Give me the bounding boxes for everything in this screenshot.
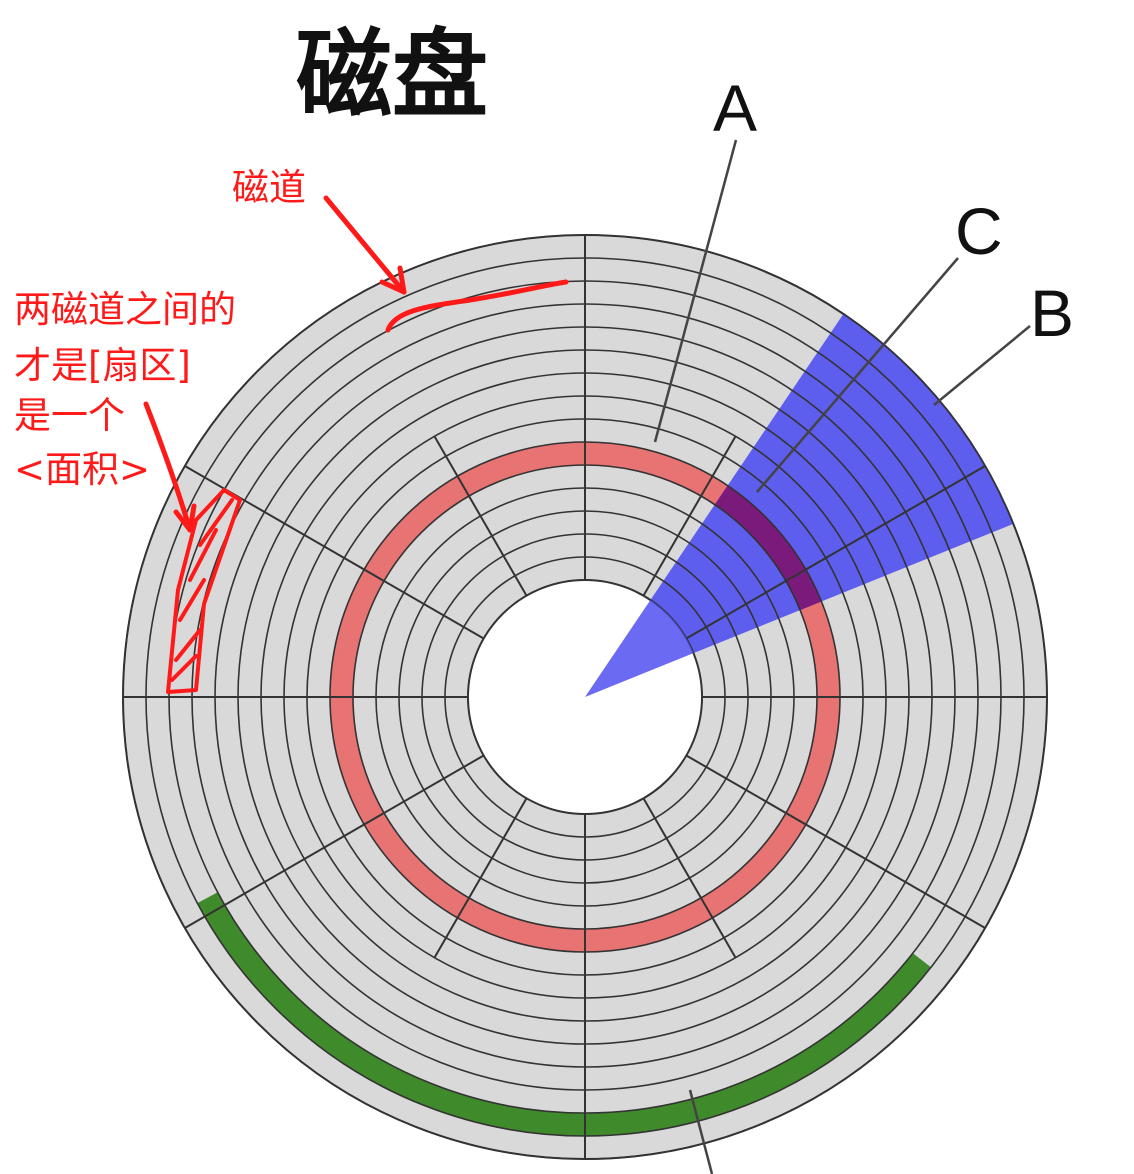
- sector-b-highlight: [585, 313, 1014, 697]
- leader-line-d: [688, 1089, 714, 1174]
- sector-divider: [184, 846, 325, 929]
- annotation-sector-line-3: 是一个: [14, 394, 125, 437]
- leader-line-a: [653, 139, 738, 443]
- block-c-highlight: [714, 485, 822, 611]
- sector-divider: [433, 797, 528, 959]
- leader-line-b: [933, 325, 1031, 406]
- sector-divider: [323, 545, 485, 640]
- cluster-d-highlight: [197, 892, 931, 1136]
- label-b: B: [1030, 276, 1074, 350]
- label-a: A: [713, 71, 757, 145]
- sector-divider: [642, 435, 737, 597]
- leader-line-c: [756, 257, 959, 493]
- annotation-sector-line-4: <面积>: [14, 448, 150, 491]
- annotation-sector-arrow: [143, 401, 193, 533]
- diagram-title: 磁盘: [296, 19, 488, 131]
- sector-b-hub-part: [585, 600, 694, 697]
- sector-divider: [323, 754, 485, 849]
- sector-divider: [845, 846, 986, 929]
- annotation-sector-line-1: 两磁道之间的: [14, 288, 236, 331]
- annotation-sector-line-2: 才是[扇区]: [14, 344, 191, 387]
- annotation-track-arrowhead: [379, 265, 407, 295]
- sector-divider: [642, 797, 737, 959]
- sector-divider: [184, 465, 325, 548]
- annotation-sector-arrowhead: [173, 503, 197, 533]
- sector-divider: [685, 754, 847, 849]
- annotation-track-scribble: [385, 279, 569, 333]
- label-c: C: [955, 194, 1003, 268]
- sector-divider: [433, 435, 528, 597]
- annotation-track-text: 磁道: [232, 166, 306, 209]
- annotation-track-arrow: [323, 195, 407, 295]
- sector-divider: [845, 465, 986, 548]
- disk-platter: [122, 234, 1048, 1160]
- sector-divider: [685, 545, 847, 640]
- annotation-sector-scribble: [166, 488, 242, 694]
